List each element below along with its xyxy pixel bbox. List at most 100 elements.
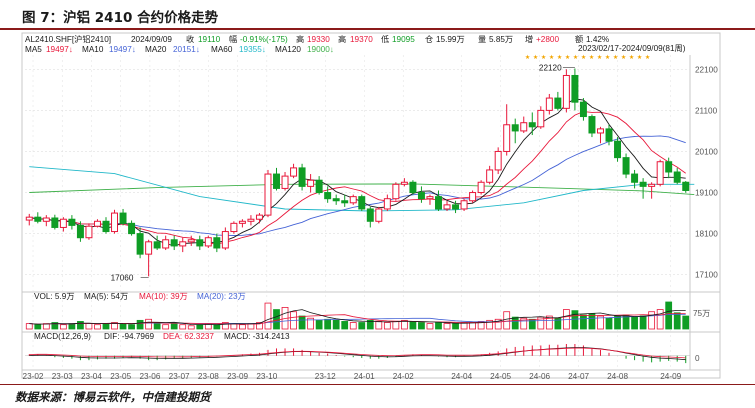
vol-value: VOL: 5.9万 <box>34 292 75 301</box>
y-tick-label: 22100 <box>695 65 718 74</box>
candle <box>614 137 622 162</box>
volume-bar <box>239 324 246 330</box>
ma10-value: 19497↓ <box>109 45 136 54</box>
candle <box>349 194 357 205</box>
candle <box>93 219 101 228</box>
candle <box>230 221 238 234</box>
candle <box>494 147 502 175</box>
volume-bar <box>511 316 519 330</box>
volume-bar <box>213 324 221 330</box>
star-marker: ★ <box>533 54 538 61</box>
x-tick-label: 23-06 <box>139 372 160 381</box>
volume-bar <box>358 322 366 330</box>
ma120-value: 19000↓ <box>307 45 334 54</box>
volume-bar <box>77 321 84 330</box>
ma20-label: MA20 <box>145 45 167 54</box>
quote-ratio-value: 1.42% <box>586 35 609 44</box>
quote-turnover-label: 仓 <box>425 34 433 44</box>
volume-bar <box>426 323 434 330</box>
quote-date: 2024/09/09 <box>131 35 172 44</box>
candle <box>170 235 178 251</box>
candle <box>25 213 33 226</box>
candle <box>366 206 374 228</box>
volume-bar <box>648 311 656 330</box>
volume-bar <box>537 316 545 330</box>
macd-label: MACD(12,26,9) <box>34 332 91 341</box>
candle <box>119 208 127 226</box>
price-chart[interactable]: 22120★ ★ ★ ★ ★ ★ ★ ★ ★ ★ ★ ★ ★ ★ ★ ★17060 1710018100191… <box>0 31 755 383</box>
vol-ma5-line <box>29 309 686 326</box>
candle <box>571 68 579 111</box>
candle <box>255 213 263 224</box>
candle <box>511 118 519 144</box>
volume-bar <box>588 313 596 330</box>
candle <box>452 200 460 214</box>
ma-bar: MA5 19497↓ MA10 19497↓ MA20 20151↓ MA60 … <box>25 44 686 54</box>
volume-bar <box>665 301 673 330</box>
volume-bar <box>119 323 127 330</box>
star-marker: ★ <box>613 54 618 61</box>
candle <box>85 223 93 240</box>
candle <box>145 239 153 277</box>
volume-bar <box>128 324 135 330</box>
candle <box>59 217 67 232</box>
candle <box>298 163 306 191</box>
candle <box>648 182 656 199</box>
candle <box>290 163 298 179</box>
volume-bar <box>162 324 170 330</box>
x-tick-label: 23-02 <box>23 372 44 381</box>
volume-bar <box>631 316 638 330</box>
star-marker: ★ <box>581 54 586 61</box>
volume-bar <box>179 324 187 330</box>
star-marker: ★ <box>621 54 626 61</box>
volume-bar <box>59 324 67 330</box>
ma20-line <box>29 135 686 236</box>
ma120-line <box>29 183 695 196</box>
y-tick-label: 17100 <box>695 271 718 280</box>
macd-dea: DEA: 62.3237 <box>163 332 214 341</box>
volume-bar <box>418 322 425 330</box>
axis-layer: 17100 18100 19100 20100 21100 22100 23-02 23-03… <box>23 65 719 381</box>
vol-ma10: MA(10): 39万 <box>139 292 188 301</box>
candle <box>264 169 272 218</box>
bottom-rule <box>0 384 755 385</box>
candle <box>136 227 144 259</box>
star-marker: ★ <box>573 54 578 61</box>
y-tick-label: 18100 <box>695 230 718 239</box>
x-tick-label: 24-05 <box>490 372 511 381</box>
star-marker: ★ <box>637 54 642 61</box>
candle <box>315 176 323 195</box>
volume-bar <box>486 319 494 330</box>
macd-bar: MACD(12,26,9) DIF: -94.7969 DEA: 62.3237… <box>34 332 700 363</box>
candle <box>435 190 442 212</box>
volume-bar <box>51 322 59 330</box>
x-tick-label: 24-04 <box>451 372 472 381</box>
x-tick-label: 23-03 <box>52 372 73 381</box>
candle <box>477 180 485 195</box>
candle <box>111 209 119 234</box>
quote-high2-label: 高 <box>338 34 346 44</box>
candle <box>162 235 170 251</box>
figure-title: 图 7：沪铝 2410 合约价格走势 <box>22 10 219 26</box>
star-marker: ★ <box>629 54 634 61</box>
volume-bar <box>452 323 459 330</box>
quote-high-label: 高 <box>296 34 304 44</box>
volume-bar <box>341 321 349 330</box>
candle <box>588 114 596 138</box>
volume-bar <box>401 319 408 330</box>
quote-change-value: -0.91%(-175) <box>240 35 288 44</box>
grid-layer <box>22 55 720 371</box>
vol-bar: VOL: 5.9万 MA(5): 54万 MA(10): 39万 MA(20):… <box>34 292 710 318</box>
volume-bar <box>264 302 272 330</box>
x-tick-label: 24-02 <box>393 372 414 381</box>
candle <box>247 215 255 226</box>
candle <box>562 69 570 113</box>
candle <box>426 194 434 205</box>
volume-bar <box>307 317 314 330</box>
macd-layer <box>25 344 690 364</box>
ma20-value: 20151↓ <box>173 45 200 54</box>
quote-change-label: 幅 <box>229 34 237 44</box>
candle <box>579 98 587 121</box>
candle <box>400 178 408 187</box>
volume-bar <box>597 315 604 330</box>
